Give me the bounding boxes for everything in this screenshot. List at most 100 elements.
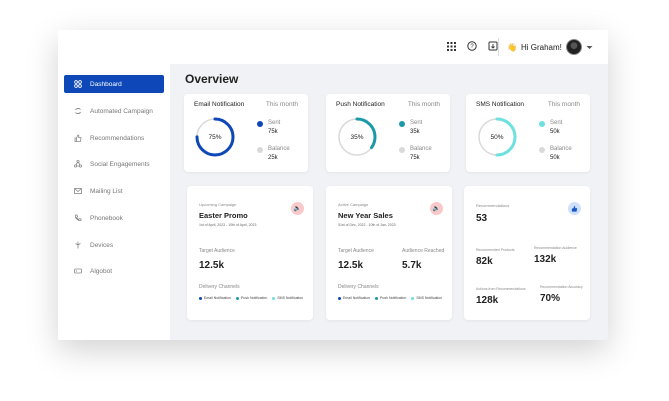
target-audience-label: Target Audience [338, 248, 374, 254]
greeting-text: Hi Graham! [520, 42, 562, 52]
wave-emoji: 👋 [507, 42, 517, 52]
delivery-channels-label: Delivery Channels [199, 284, 240, 290]
sidebar-item-mailing-list[interactable]: Mailing List [64, 182, 164, 200]
progress-ring [195, 117, 235, 157]
sidebar-item-phonebook[interactable]: Phonebook [64, 209, 164, 227]
recommended-products-label: Recommended Products [476, 248, 515, 252]
target-audience-label: Target Audience [199, 248, 235, 254]
channel-sms: SMS Notification [272, 296, 303, 300]
recommendations-card[interactable]: Recommendations 53 Recommended Products … [464, 186, 590, 320]
top-bar: ? 👋 Hi Graham! [58, 30, 608, 64]
megaphone-icon[interactable]: 🔈 [291, 202, 304, 215]
thumbs-up-icon [74, 134, 82, 142]
balance-value: 25k [268, 155, 278, 161]
sidebar-item-dashboard[interactable]: Dashboard [64, 75, 164, 93]
campaign-date: 1st of April, 2023 - 10th of April, 2023 [199, 223, 257, 227]
sidebar-item-algobot[interactable]: Algobot [64, 262, 164, 280]
sidebar-item-recommendations[interactable]: Recommendations [64, 129, 164, 147]
channel-email: Email Notification [199, 296, 231, 300]
recommendation-audience-value: 132k [534, 254, 557, 265]
campaign-type: Active Campaign [338, 202, 369, 207]
sidebar-item-label: Recommendations [90, 134, 145, 142]
sidebar: Dashboard Automated Campaign Recommendat… [58, 64, 170, 340]
mail-icon [74, 187, 82, 195]
sent-label: Sent [268, 120, 281, 126]
upcoming-campaign-card[interactable]: Upcoming Campaign Easter Promo 1st of Ap… [187, 186, 313, 320]
sent-value: 35k [410, 129, 420, 135]
recommended-products-value: 82k [476, 256, 493, 267]
svg-text:?: ? [470, 44, 474, 50]
bot-icon [74, 267, 82, 275]
help-icon[interactable]: ? [467, 41, 477, 51]
recommendation-audience-label: Recommendation Audience [534, 246, 577, 250]
recommendations-count: 53 [476, 213, 488, 224]
sent-legend: Sent 75k [257, 119, 281, 137]
ring-progress [337, 117, 377, 157]
channel-email: Email Notification [338, 296, 370, 300]
card-title: Push Notification [336, 101, 385, 108]
active-campaign-card[interactable]: Active Campaign New Year Sales 31st of D… [326, 186, 452, 320]
sent-label: Sent [410, 120, 423, 126]
period-selector[interactable]: This month [547, 101, 580, 108]
sidebar-item-label: Social Engagements [90, 160, 150, 168]
main-content: Overview Email Notification This month 7… [170, 64, 608, 340]
campaign-date: 31st of Dec, 2022 - 10th of Jan, 2023 [338, 223, 396, 227]
ring-progress [195, 117, 235, 157]
avatar[interactable] [565, 39, 582, 55]
period-selector[interactable]: This month [265, 101, 298, 108]
sidebar-item-social-engagements[interactable]: Social Engagements [64, 155, 164, 173]
accuracy-label: Recommendation Accuracy [540, 285, 583, 289]
user-menu[interactable]: 👋 Hi Graham! [498, 38, 593, 56]
sent-label: Sent [550, 120, 563, 126]
period-selector[interactable]: This month [407, 101, 440, 108]
percent-label: 75% [208, 133, 222, 141]
dashboard-icon [74, 80, 82, 88]
campaign-name: Easter Promo [199, 211, 248, 220]
channel-push: Push Notification [375, 296, 406, 300]
push-notification-card: Push Notification This month 35% Sent 35… [326, 94, 450, 172]
percent-label: 35% [350, 133, 364, 141]
target-audience-value: 12.5k [199, 260, 225, 271]
sidebar-item-label: Algobot [90, 267, 113, 275]
sent-legend: Sent 35k [399, 119, 423, 137]
sidebar-item-label: Automated Campaign [90, 107, 153, 115]
percent-label: 50% [490, 133, 504, 141]
actions-label: Actions from Recommendations [476, 287, 526, 291]
card-title: SMS Notification [476, 101, 525, 108]
chevron-down-icon[interactable] [586, 43, 593, 52]
channel-sms: SMS Notification [411, 296, 442, 300]
automation-icon [74, 107, 82, 115]
balance-legend: Balance 50k [539, 145, 572, 163]
balance-legend: Balance 25k [257, 145, 290, 163]
campaign-name: New Year Sales [338, 211, 393, 220]
recommendations-label: Recommendations [476, 203, 510, 208]
sidebar-item-label: Dashboard [90, 80, 122, 88]
download-icon[interactable] [488, 41, 498, 51]
delivery-channels-label: Delivery Channels [338, 284, 379, 290]
sent-value: 50k [550, 129, 560, 135]
actions-value: 128k [476, 295, 499, 306]
sent-legend: Sent 50k [539, 119, 563, 137]
audience-reached-value: 5.7k [402, 260, 422, 271]
email-notification-card: Email Notification This month 75% Sent 7… [184, 94, 308, 172]
network-icon [74, 160, 82, 168]
sidebar-item-devices[interactable]: Devices [64, 236, 164, 254]
megaphone-icon[interactable]: 🔈 [430, 202, 443, 215]
balance-label: Balance [410, 146, 432, 152]
sidebar-item-label: Mailing List [90, 187, 123, 195]
phone-icon [74, 214, 82, 222]
balance-label: Balance [550, 146, 572, 152]
sidebar-item-automated-campaign[interactable]: Automated Campaign [64, 102, 164, 120]
campaign-type: Upcoming Campaign [199, 202, 237, 207]
devices-icon [74, 241, 82, 249]
progress-ring [337, 117, 377, 157]
balance-value: 50k [550, 155, 560, 161]
sent-value: 75k [268, 129, 278, 135]
app-window: ? 👋 Hi Graham! Dashboard Automat [58, 30, 608, 340]
delivery-channels: Email Notification Push Notification SMS… [338, 296, 442, 300]
ring-progress [477, 117, 517, 157]
balance-legend: Balance 75k [399, 145, 432, 163]
grid-icon[interactable] [446, 41, 456, 51]
audience-reached-label: Audience Reached [402, 248, 445, 254]
thumbs-up-icon[interactable] [568, 202, 581, 215]
